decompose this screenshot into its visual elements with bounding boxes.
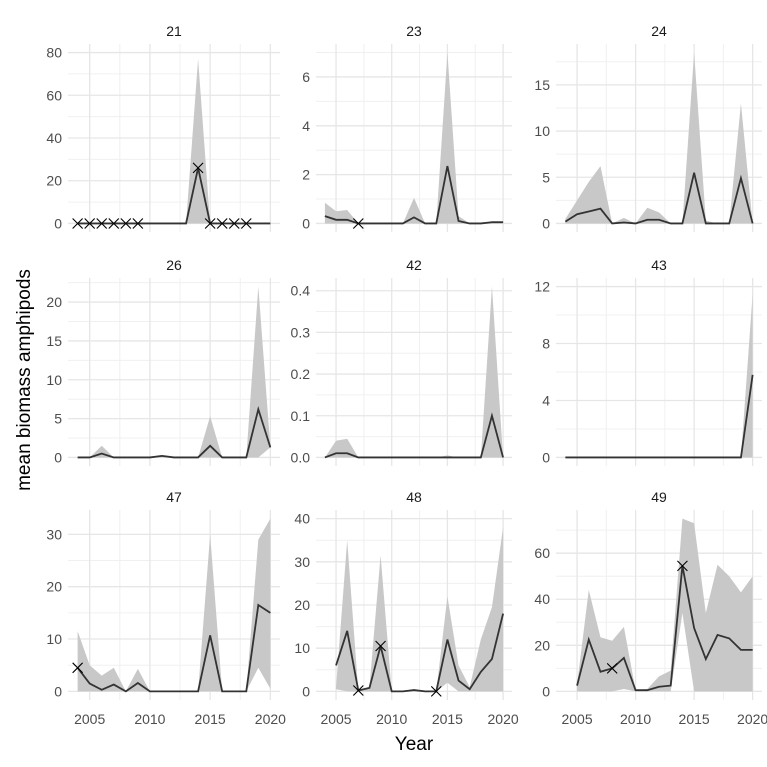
y-tick-label: 0 [302,683,310,699]
y-tick-label: 40 [46,130,62,146]
cross-marker [430,685,442,697]
y-tick-label: 60 [46,87,62,103]
y-tick-label: 0 [54,449,62,465]
panel-title: 43 [651,257,667,273]
cross-marker [120,218,132,229]
panel-26: 26 0 5 10 15 20 [46,257,280,466]
y-tick-label: 0.4 [291,283,311,299]
panel-title: 21 [166,23,182,39]
y-tick-label: 10 [46,372,62,388]
confidence-band [577,518,753,692]
y-tick-label: 0 [542,449,550,465]
panel-title: 42 [406,257,422,273]
y-tick-label: 5 [54,411,62,427]
cross-marker [84,218,96,229]
panel-42: 42 0.0 0.1 0.2 0.3 0.4 [291,257,512,466]
y-tick-label: 80 [46,45,62,61]
cross-marker [375,640,386,652]
confidence-band [336,527,504,692]
cross-marker [228,218,240,229]
y-tick-label: 20 [534,637,550,653]
cross-marker [216,218,228,229]
y-tick-label: 20 [46,173,62,189]
y-tick-label: 15 [46,333,62,349]
cross-marker [352,218,364,229]
x-tick-label: 2005 [320,711,351,727]
y-tick-label: 60 [534,545,550,561]
y-tick-label: 4 [542,392,550,408]
y-tick-label: 10 [46,631,62,647]
cross-marker [132,218,144,229]
panel-24: 24 0 5 10 15 [534,23,762,232]
y-tick-label: 20 [46,294,62,310]
panel-title: 23 [406,23,422,39]
confidence-band [77,518,271,692]
y-tick-label: 10 [534,123,550,139]
panel-21: 21 0 20 40 60 80 [46,23,280,232]
y-tick-label: 12 [534,279,550,295]
y-tick-label: 0 [302,215,310,231]
x-tick-label: 2010 [134,711,165,727]
mean-line [576,565,753,692]
y-tick-label: 15 [534,77,550,93]
y-tick-label: 6 [302,69,310,85]
panel-47: 47 0 10 20 30 2005 2010 2015 2020 [46,489,286,727]
panel-48: 48 0 10 20 30 40 2005 2010 2015 2020 [294,489,518,727]
y-tick-label: 30 [46,526,62,542]
cross-marker [204,218,216,229]
y-tick-label: 30 [294,554,310,570]
x-tick-label: 2020 [255,711,286,727]
mean-line [335,613,504,693]
y-tick-label: 0.1 [291,408,311,424]
x-tick-label: 2005 [561,711,592,727]
y-tick-label: 40 [534,591,550,607]
cross-marker [108,218,120,229]
y-tick-label: 0.2 [291,366,311,382]
y-tick-label: 20 [46,579,62,595]
y-tick-label: 8 [542,336,550,352]
x-tick-label: 2010 [376,711,407,727]
y-tick-label: 0.0 [291,449,311,465]
cross-marker [240,218,252,229]
panel-49: 49 0 20 40 60 2005 2010 2015 2020 [534,489,767,727]
cross-marker [192,162,204,174]
cross-marker [72,662,84,674]
x-tick-label: 2015 [195,711,226,727]
x-tick-label: 2015 [432,711,463,727]
y-tick-label: 2 [302,167,310,183]
x-tick-label: 2005 [74,711,105,727]
y-tick-label: 0 [54,215,62,231]
panel-title: 24 [651,23,667,39]
y-tick-label: 0 [542,215,550,231]
y-axis-label: mean biomass amphipods [14,269,35,491]
panel-title: 48 [406,489,422,505]
y-tick-label: 4 [302,118,310,134]
y-tick-label: 5 [542,169,550,185]
x-axis-label: Year [395,734,434,755]
panel-title: 47 [166,489,182,505]
panel-title: 26 [166,257,182,273]
y-tick-label: 0 [542,683,550,699]
y-tick-label: 40 [294,511,310,527]
cross-marker [72,218,84,229]
x-tick-label: 2020 [737,711,767,727]
x-tick-label: 2020 [488,711,519,727]
cross-marker [606,662,618,674]
cross-marker [677,560,688,572]
y-tick-label: 0 [54,683,62,699]
y-tick-label: 0.3 [291,324,311,340]
panel-title: 49 [651,489,667,505]
y-tick-label: 10 [294,640,310,656]
x-tick-label: 2015 [679,711,710,727]
panel-23: 23 0 2 4 6 [302,23,512,232]
y-tick-label: 20 [294,597,310,613]
x-tick-label: 2010 [620,711,651,727]
cross-marker [96,218,108,229]
panel-43: 43 0 4 8 12 [534,257,762,466]
cross-marker [352,685,364,696]
